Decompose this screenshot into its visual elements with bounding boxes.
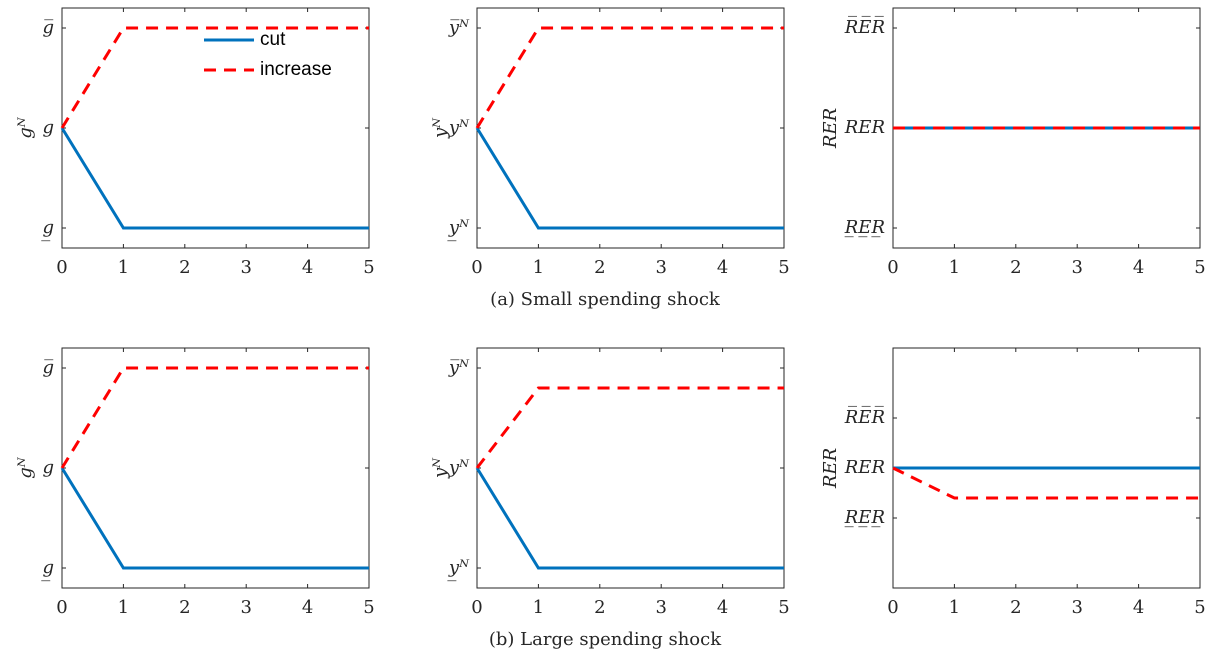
y-tick-label: g̲: [41, 557, 54, 582]
x-tick-label: 5: [363, 597, 374, 618]
x-tick-label: 2: [594, 597, 605, 618]
x-tick-label: 4: [1133, 597, 1144, 618]
x-tick-label: 0: [471, 257, 482, 278]
x-tick-label: 1: [118, 597, 129, 618]
y-tick-label: y̲ᴺ: [447, 557, 470, 582]
y-tick-label: R̅E̅R̅: [844, 406, 885, 428]
y-tick-label: yᴺ: [448, 117, 470, 138]
x-tick-label: 2: [594, 257, 605, 278]
series-line: [475, 26, 784, 129]
y-axis-label: RER: [820, 108, 841, 149]
y-tick-label: g: [42, 457, 54, 478]
series-line: [60, 127, 369, 230]
y-tick-label: y̲ᴺ: [447, 217, 470, 242]
x-tick-label: 0: [56, 597, 67, 618]
y-tick-label: g̅: [42, 357, 54, 378]
y-tick-label: yᴺ: [448, 457, 470, 478]
y-tick-label: R̲E̲R̲: [844, 217, 885, 238]
x-tick-label: 2: [1010, 257, 1021, 278]
legend-label: cut: [260, 29, 286, 50]
axes-box: [61, 347, 370, 589]
y-tick-label: RER: [844, 117, 885, 138]
series-line: [892, 466, 1200, 500]
series-line: [475, 386, 784, 469]
x-tick-label: 0: [471, 597, 482, 618]
x-tick-label: 0: [887, 597, 898, 618]
y-tick-label: g: [42, 117, 54, 138]
x-tick-label: 2: [179, 257, 190, 278]
y-axis-label: yᴺ: [430, 457, 451, 479]
x-tick-label: 3: [240, 597, 251, 618]
axes-box: [61, 7, 370, 249]
y-axis-label: yᴺ: [430, 117, 451, 139]
x-tick-label: 1: [533, 257, 544, 278]
y-tick-label: R̅E̅R̅: [844, 16, 885, 38]
x-tick-label: 4: [302, 257, 313, 278]
y-axis-label: gᴺ: [15, 116, 36, 139]
y-tick-label: y̅ᴺ: [448, 17, 470, 38]
caption: (a) Small spending shock: [490, 289, 721, 310]
series-line: [475, 467, 784, 570]
x-tick-label: 5: [778, 257, 789, 278]
x-tick-label: 5: [363, 257, 374, 278]
x-tick-label: 4: [717, 597, 728, 618]
legend-label: increase: [260, 59, 332, 80]
series-line: [60, 366, 369, 469]
y-tick-label: g̲: [41, 217, 54, 242]
axes-box: [476, 347, 785, 589]
series-line: [475, 127, 784, 230]
x-tick-label: 5: [1194, 597, 1205, 618]
y-axis-label: gᴺ: [15, 456, 36, 479]
x-tick-label: 3: [240, 257, 251, 278]
y-tick-label: y̅ᴺ: [448, 357, 470, 378]
x-tick-label: 1: [949, 257, 960, 278]
x-tick-label: 3: [1071, 257, 1082, 278]
series-line: [60, 467, 369, 570]
caption: (b) Large spending shock: [489, 629, 722, 650]
x-tick-label: 4: [302, 597, 313, 618]
x-tick-label: 0: [56, 257, 67, 278]
x-tick-label: 3: [1071, 597, 1082, 618]
x-tick-label: 5: [778, 597, 789, 618]
axes-box: [476, 7, 785, 249]
x-tick-label: 4: [1133, 257, 1144, 278]
x-tick-label: 5: [1194, 257, 1205, 278]
x-tick-label: 1: [533, 597, 544, 618]
y-tick-label: RER: [844, 457, 885, 478]
x-tick-label: 1: [949, 597, 960, 618]
y-tick-label: R̲E̲R̲: [844, 507, 885, 528]
y-tick-label: g̅: [42, 17, 54, 38]
x-tick-label: 4: [717, 257, 728, 278]
x-tick-label: 2: [179, 597, 190, 618]
x-tick-label: 2: [1010, 597, 1021, 618]
x-tick-label: 3: [655, 257, 666, 278]
y-axis-label: RER: [820, 448, 841, 489]
x-tick-label: 1: [118, 257, 129, 278]
x-tick-label: 0: [887, 257, 898, 278]
series-line: [60, 26, 369, 129]
x-tick-label: 3: [655, 597, 666, 618]
